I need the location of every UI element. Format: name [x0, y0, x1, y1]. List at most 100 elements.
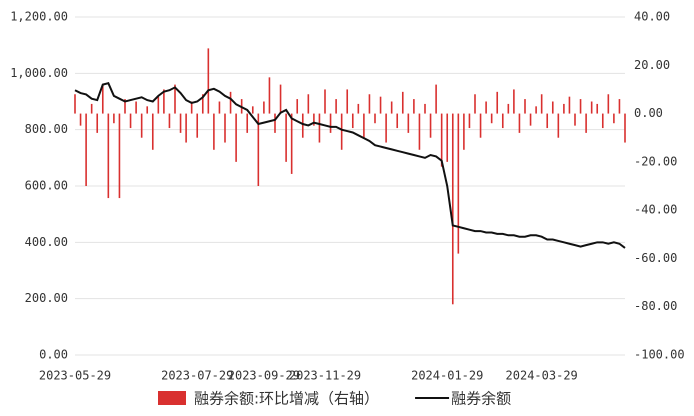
- bar: [390, 101, 393, 114]
- bar: [296, 99, 299, 114]
- bar: [329, 113, 332, 133]
- bar: [535, 106, 537, 114]
- bar: [518, 113, 521, 133]
- bar: [85, 113, 87, 186]
- bar: [324, 89, 326, 114]
- bar: [185, 113, 187, 143]
- y-tick-label: 1,000.00: [10, 66, 68, 80]
- bar: [546, 113, 549, 129]
- legend-label: 融券余额:环比增减（右轴）: [194, 390, 379, 408]
- bar: [151, 113, 154, 150]
- bar: [407, 113, 410, 133]
- bar: [351, 113, 354, 129]
- legend-label: 融券余额: [451, 390, 511, 408]
- bar: [513, 89, 515, 114]
- bar: [146, 106, 149, 114]
- bar: [318, 113, 321, 143]
- bar: [574, 113, 576, 126]
- bar: [601, 113, 604, 129]
- bar: [251, 106, 254, 114]
- bar: [301, 113, 304, 138]
- bar: [163, 89, 165, 114]
- bar: [429, 113, 432, 138]
- x-tick-label: 2023-07-29: [161, 369, 233, 383]
- bar: [579, 99, 582, 114]
- bar: [290, 113, 293, 174]
- bar: [568, 96, 571, 114]
- bar: [96, 113, 99, 133]
- bar: [624, 113, 626, 143]
- y2-tick-label: -20.00: [634, 154, 677, 168]
- bar: [213, 113, 215, 150]
- y2-tick-label: -80.00: [634, 299, 677, 313]
- line: [74, 82, 626, 249]
- x-tick-label: 2023-05-29: [39, 369, 111, 383]
- bar: [585, 113, 587, 133]
- bar: [507, 103, 510, 114]
- bar: [274, 113, 276, 133]
- bar: [285, 113, 287, 162]
- y-tick-label: 1,200.00: [10, 10, 68, 24]
- bar: [446, 113, 449, 162]
- legend-swatch: [158, 391, 186, 405]
- bar: [357, 103, 360, 114]
- bar: [590, 101, 593, 114]
- bar: [101, 84, 104, 114]
- y-tick-label: 200.00: [25, 291, 68, 305]
- bar: [168, 113, 171, 129]
- bar: [263, 101, 265, 114]
- bar: [479, 113, 482, 138]
- bar: [307, 94, 310, 114]
- bar: [90, 103, 93, 114]
- x-tick-label: 2023-09-29: [228, 369, 300, 383]
- bar: [474, 94, 476, 114]
- bar: [74, 94, 76, 114]
- y-tick-label: 400.00: [25, 235, 68, 249]
- bar: [124, 99, 126, 114]
- bar: [201, 94, 204, 114]
- bar: [424, 103, 426, 114]
- bar: [490, 113, 493, 124]
- y2-tick-label: 20.00: [634, 58, 670, 72]
- bar: [207, 48, 210, 114]
- bar: [179, 113, 182, 133]
- bar: [413, 99, 415, 114]
- bar: [401, 91, 404, 114]
- bar: [335, 99, 337, 114]
- bar: [268, 77, 271, 114]
- y2-tick-label: 0.00: [634, 106, 663, 120]
- x-tick-label: 2024-03-29: [506, 369, 578, 383]
- bar: [563, 103, 565, 114]
- x-tick-label: 2024-01-29: [411, 369, 483, 383]
- bar: [440, 113, 443, 167]
- bar: [135, 101, 137, 114]
- bar: [540, 94, 543, 114]
- y2-tick-label: -40.00: [634, 203, 677, 217]
- bar: [485, 101, 487, 114]
- bar: [468, 113, 471, 129]
- bar: [374, 113, 376, 124]
- bar: [363, 113, 365, 138]
- bar: [246, 113, 249, 133]
- bar: [140, 113, 143, 138]
- bar: [385, 113, 387, 143]
- bar: [196, 113, 199, 138]
- bar: [524, 99, 526, 114]
- bar: [107, 113, 110, 199]
- bar: [607, 94, 610, 114]
- bar: [551, 101, 554, 114]
- y-tick-label: 600.00: [25, 179, 68, 193]
- bar: [435, 84, 437, 114]
- bar: [463, 113, 465, 150]
- bar: [190, 101, 193, 114]
- bar: [451, 113, 454, 305]
- bar: [618, 99, 621, 114]
- bar: [557, 113, 560, 138]
- bar: [129, 113, 132, 129]
- bar: [379, 96, 382, 114]
- bar: [340, 113, 343, 150]
- y2-tick-label: 40.00: [634, 10, 670, 24]
- bar: [229, 91, 232, 114]
- bar: [279, 84, 282, 114]
- bar: [596, 103, 599, 114]
